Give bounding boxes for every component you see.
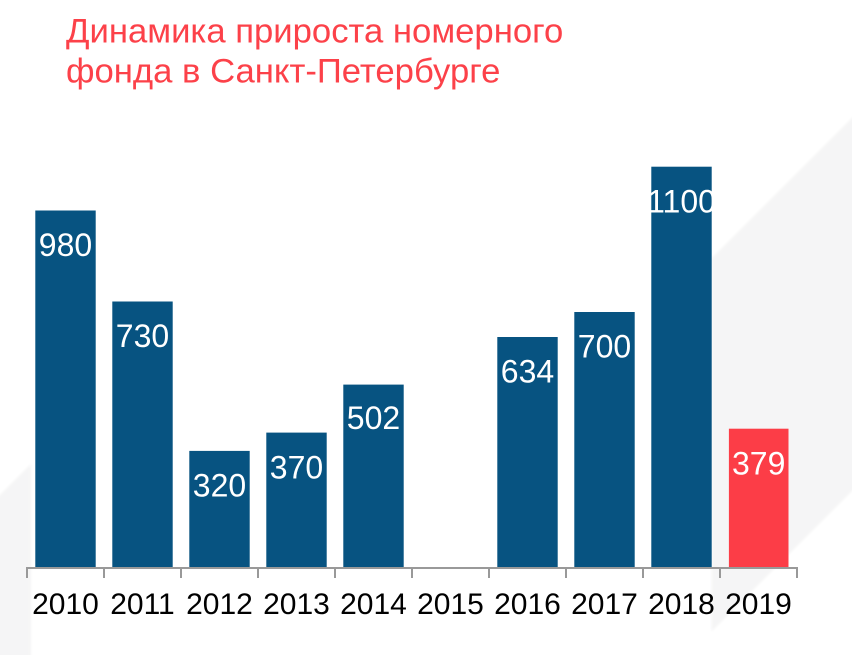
svg-text:2018: 2018 bbox=[648, 588, 715, 621]
svg-text:фонда в Санкт-Петербурге: фонда в Санкт-Петербурге bbox=[66, 52, 500, 90]
svg-text:730: 730 bbox=[116, 318, 169, 354]
svg-text:379: 379 bbox=[732, 446, 785, 482]
svg-text:320: 320 bbox=[193, 468, 246, 504]
svg-text:Динамика прироста номерного: Динамика прироста номерного bbox=[66, 12, 563, 50]
svg-text:980: 980 bbox=[39, 227, 92, 263]
svg-text:2016: 2016 bbox=[494, 588, 561, 621]
svg-text:2014: 2014 bbox=[340, 588, 407, 621]
svg-text:2013: 2013 bbox=[263, 588, 330, 621]
svg-text:634: 634 bbox=[501, 354, 554, 390]
svg-text:1100: 1100 bbox=[647, 183, 716, 219]
svg-text:2019: 2019 bbox=[725, 588, 792, 621]
svg-text:370: 370 bbox=[270, 449, 323, 485]
svg-text:2015: 2015 bbox=[417, 588, 484, 621]
svg-text:502: 502 bbox=[347, 400, 400, 436]
svg-text:700: 700 bbox=[578, 329, 631, 365]
svg-text:2012: 2012 bbox=[186, 588, 253, 621]
svg-text:2011: 2011 bbox=[110, 588, 175, 621]
svg-text:2010: 2010 bbox=[32, 588, 99, 621]
svg-text:2017: 2017 bbox=[571, 588, 638, 621]
